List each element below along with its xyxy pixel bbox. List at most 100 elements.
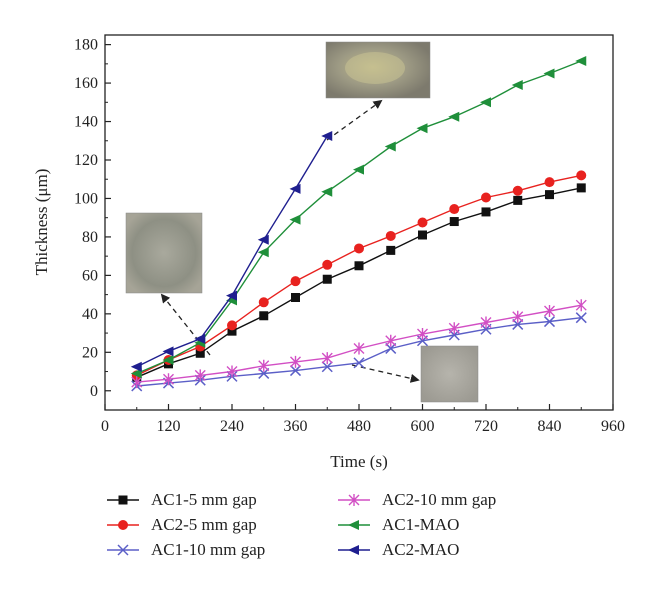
data-point-ac1-10-mm-gap [321,361,333,373]
data-point-ac1-5-mm-gap [259,311,269,321]
data-point-ac1-5-mm-gap [291,293,300,302]
legend-label: AC2-5 mm gap [151,515,257,534]
y-axis-title: Thickness (μm) [32,169,51,276]
legend-marker [348,494,360,506]
data-point-ac1-5-mm-gap [576,183,586,193]
data-point-ac1-mao [257,247,269,258]
data-point-ac2-5-mm-gap [544,177,555,188]
data-point-ac2-10-mm-gap [321,352,333,365]
legend-label: AC1-5 mm gap [151,490,257,509]
data-point-ac1-mao [448,111,460,122]
data-point-ac1-mao [575,55,587,66]
y-tick-label: 20 [82,344,98,361]
x-tick-label: 720 [474,418,498,435]
data-point-ac1-5-mm-gap [513,195,523,205]
data-point-ac2-mao [226,290,237,301]
data-point-ac2-5-mm-gap [512,185,523,196]
data-point-ac2-10-mm-gap [194,369,206,382]
legend-marker [117,544,129,556]
data-point-ac2-10-mm-gap [512,310,524,323]
x-tick-label: 240 [220,418,244,435]
data-point-ac2-5-mm-gap [481,192,491,203]
x-axis-title: Time (s) [330,452,387,471]
data-point-ac1-10-mm-gap [543,316,556,328]
data-point-ac1-5-mm-gap [322,274,332,284]
data-point-ac2-5-mm-gap [385,230,396,241]
y-tick-label: 140 [74,114,98,131]
data-point-ac2-mao [162,346,174,357]
data-point-ac1-mao [480,97,491,108]
data-point-ac2-5-mm-gap [258,297,269,308]
data-point-ac1-mao [321,186,333,197]
data-point-ac2-10-mm-gap [417,328,428,341]
legend-entry-ac2-mao: AC2-MAO [338,540,459,559]
data-point-ac2-5-mm-gap [290,276,301,287]
legend-marker [348,520,359,530]
pointer-arrow-right [351,364,420,383]
data-point-ac2-mao [257,234,269,245]
data-point-ac2-10-mm-gap [544,304,555,317]
data-point-ac2-5-mm-gap [354,243,364,254]
legend-label: AC2-10 mm gap [382,490,496,509]
data-point-ac1-10-mm-gap [353,357,365,369]
data-point-ac2-10-mm-gap [226,365,238,378]
data-point-ac1-5-mm-gap [481,207,491,217]
data-point-ac1-10-mm-gap [385,342,397,354]
y-tick-label: 100 [74,190,98,207]
data-point-ac1-mao [416,123,428,134]
x-tick-label: 0 [101,418,109,435]
y-tick-label: 160 [74,75,98,92]
data-point-ac1-5-mm-gap [386,245,396,255]
data-point-ac1-mao [511,80,523,90]
legend-label: AC2-MAO [382,540,459,559]
data-point-ac2-10-mm-gap [385,334,397,347]
data-point-ac2-mao [130,361,142,372]
legend-label: AC1-10 mm gap [151,540,265,559]
x-tick-label: 840 [538,418,562,435]
x-tick-label: 600 [411,418,435,435]
data-point-ac1-mao [130,368,142,379]
pointer-arrow-mao [326,99,383,141]
legend: AC1-5 mm gap AC2-5 mm gap AC1-10 mm gap AC2… [107,490,496,559]
data-point-ac2-5-mm-gap [227,320,237,331]
data-point-ac2-10-mm-gap [480,316,492,329]
data-point-ac2-5-mm-gap [417,217,428,228]
x-tick-label: 960 [601,418,625,435]
x-tick-label: 360 [284,418,308,435]
data-point-ac2-mao [194,333,206,344]
series-ac1-mao [130,55,587,379]
data-point-ac2-mao [321,130,333,141]
data-point-ac1-mao [162,355,174,365]
photo-inset-gap-sample-large [125,212,203,294]
legend-entry-ac2-5-mm-gap: AC2-5 mm gap [107,515,257,534]
data-point-ac1-mao [543,68,555,79]
data-point-ac2-mao [289,183,301,194]
data-point-ac1-5-mm-gap [227,326,237,336]
data-point-ac2-10-mm-gap [258,359,270,372]
data-point-ac1-5-mm-gap [545,190,554,200]
data-point-ac1-10-mm-gap [258,367,270,379]
data-point-ac1-10-mm-gap [512,318,524,330]
y-tick-label: 80 [82,229,98,246]
y-tick-label: 180 [74,37,98,54]
data-point-ac1-mao [384,141,396,152]
data-point-ac2-10-mm-gap [575,299,587,312]
data-point-ac1-5-mm-gap [195,348,205,358]
data-point-ac1-mao [289,214,301,225]
data-point-ac2-5-mm-gap [449,204,460,215]
legend-marker [118,520,128,530]
data-point-ac2-5-mm-gap [576,170,587,181]
data-point-ac1-mao [353,164,364,175]
data-point-ac1-10-mm-gap [575,312,587,324]
data-point-ac1-10-mm-gap [289,365,302,377]
legend-entry-ac1-5-mm-gap: AC1-5 mm gap [107,490,257,509]
data-point-ac2-10-mm-gap [353,342,365,355]
series-ac2-mao [130,130,333,372]
photo-inset-gap-sample-small [420,345,479,403]
x-tick-label: 120 [157,418,181,435]
legend-marker [348,545,359,555]
y-tick-label: 0 [90,383,98,400]
data-point-ac2-10-mm-gap [448,322,460,335]
photo-inset-mao-sample [325,41,431,99]
